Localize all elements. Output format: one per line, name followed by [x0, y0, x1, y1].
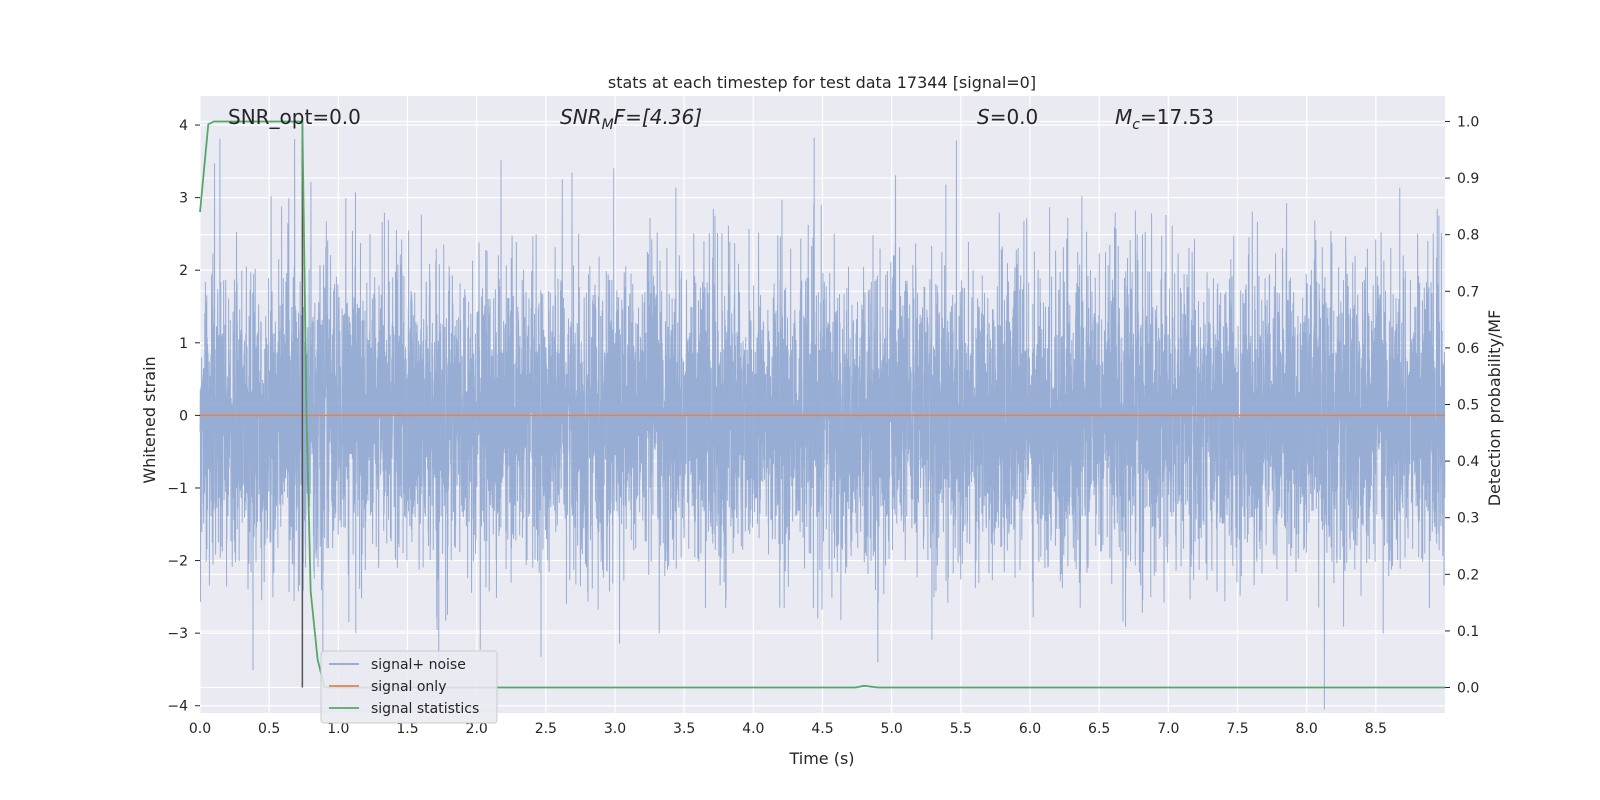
x-axis-ticks: 0.0 0.5 1.0 1.5 2.0 2.5 3.0 3.5 4.0 4.5 5.0 5.5 6.0 6…	[189, 721, 1387, 737]
y-right-tick-label: 0.6	[1457, 341, 1479, 357]
y-tick-label: 2	[179, 263, 188, 279]
x-axis-label: Time (s)	[788, 749, 854, 768]
y-right-tick-label: 0.2	[1457, 567, 1479, 583]
annotation-mc-italic: M	[1115, 105, 1132, 129]
y-tick-label: 1	[179, 336, 188, 352]
x-tick-label: 5.0	[881, 721, 903, 737]
y-tick-label: 4	[179, 118, 188, 134]
legend-label-signal-noise: signal+ noise	[371, 657, 466, 673]
y-tick-label: −4	[167, 699, 188, 715]
x-tick-label: 6.0	[1019, 721, 1041, 737]
signal-noise-line	[199, 137, 1446, 710]
series-signal-noise	[199, 137, 1446, 710]
x-tick-label: 7.5	[1226, 721, 1248, 737]
x-tick-label: 8.0	[1296, 721, 1318, 737]
annotation-s-rest: =0.0	[990, 105, 1039, 129]
y-axis-right-label: Detection probability/MF	[1485, 310, 1504, 507]
y-tick-label: −1	[167, 481, 188, 497]
x-tick-label: 3.5	[673, 721, 695, 737]
x-tick-label: 6.5	[1088, 721, 1110, 737]
y-right-tick-label: 0.3	[1457, 511, 1479, 527]
legend-box	[320, 650, 498, 724]
annotation-mc: Mc=17.53	[1115, 105, 1214, 133]
annotation-snr-mf-rest: F=[4.36]	[614, 105, 702, 129]
y-tick-label: −3	[167, 626, 188, 642]
y-right-tick-label: 1.0	[1457, 114, 1479, 130]
annotation-snr-opt: SNR_opt=0.0	[228, 105, 361, 129]
annotation-snr-mf-main: SNR	[560, 105, 602, 129]
x-tick-label: 0.5	[258, 721, 280, 737]
y-right-tick-label: 0.0	[1457, 681, 1479, 697]
annotation-mc-sub: c	[1132, 117, 1140, 133]
x-tick-label: 2.0	[466, 721, 488, 737]
chart-title: stats at each timestep for test data 173…	[608, 73, 1036, 92]
y-axis-label: Whitened strain	[140, 356, 159, 483]
plot-area	[199, 96, 1446, 713]
y-right-tick-label: 0.7	[1457, 284, 1479, 300]
annotation-s-italic: S	[977, 105, 990, 129]
x-tick-label: 0.0	[189, 721, 211, 737]
x-tick-label: 1.5	[396, 721, 418, 737]
x-tick-label: 4.5	[811, 721, 833, 737]
signal-statistics-line	[199, 120, 1445, 689]
legend-label-signal-statistics: signal statistics	[371, 701, 479, 717]
annotation-s: S=0.0	[977, 105, 1038, 129]
y-right-tick-label: 0.4	[1457, 454, 1479, 470]
annotation-mc-rest: =17.53	[1140, 105, 1214, 129]
annotations: SNR_opt=0.0 SNRMF=[4.36] S=0.0 Mc=17.53	[228, 105, 1214, 133]
y-tick-label: 3	[179, 191, 188, 207]
y-axis-right-ticks: 1.0 0.9 0.8 0.7 0.6 0.5 0.4 0.3 0.2 0.1 0.0	[1445, 114, 1479, 697]
y-axis-ticks: 4 3 2 1 0 −1 −2 −3 −4	[167, 118, 200, 715]
annotation-snr-mf-sub: M	[602, 117, 614, 133]
annotation-snr-mf: SNRMF=[4.36]	[560, 105, 702, 133]
y-right-tick-label: 0.5	[1457, 398, 1479, 414]
y-tick-label: −2	[167, 554, 188, 570]
legend-label-signal-only: signal only	[371, 679, 446, 695]
y-right-tick-label: 0.1	[1457, 624, 1479, 640]
x-tick-label: 5.5	[950, 721, 972, 737]
y-tick-label: 0	[179, 408, 188, 424]
legend: signal+ noise signal only signal statist…	[320, 650, 498, 724]
x-tick-label: 8.5	[1365, 721, 1387, 737]
x-tick-label: 2.5	[535, 721, 557, 737]
x-tick-label: 7.0	[1157, 721, 1179, 737]
x-tick-label: 3.0	[604, 721, 626, 737]
y-right-tick-label: 0.9	[1457, 171, 1479, 187]
y-right-tick-label: 0.8	[1457, 228, 1479, 244]
x-tick-label: 1.0	[327, 721, 349, 737]
x-tick-label: 4.0	[742, 721, 764, 737]
